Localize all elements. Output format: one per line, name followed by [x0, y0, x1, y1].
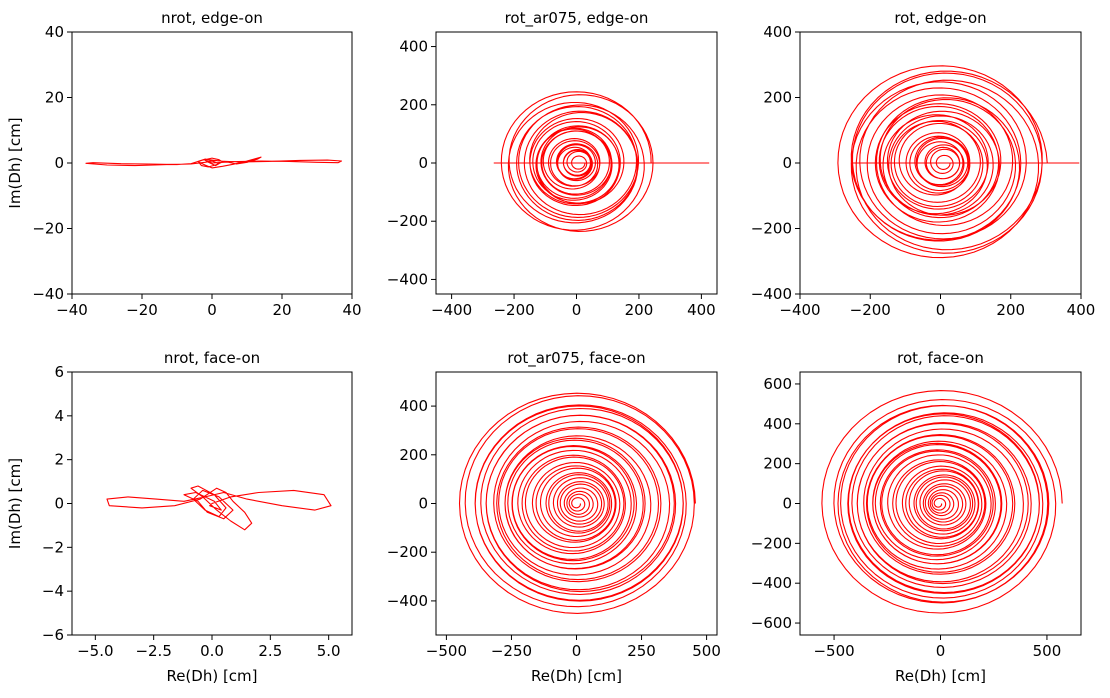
x-tick-label: −5.0: [77, 642, 113, 660]
x-tick-label: 250: [627, 642, 656, 660]
panel-title: nrot, edge-on: [161, 9, 263, 27]
x-tick-label: 0: [936, 301, 946, 319]
y-tick-label: −6: [42, 626, 64, 644]
x-tick-label: −200: [493, 301, 534, 319]
x-tick-label: 0: [936, 642, 946, 660]
x-tick-label: 20: [272, 301, 291, 319]
x-tick-label: 0.0: [200, 642, 224, 660]
y-axis-label: Im(Dh) [cm]: [6, 458, 24, 549]
y-tick-label: −400: [387, 270, 428, 288]
x-tick-label: −500: [813, 642, 854, 660]
x-tick-label: 500: [1033, 642, 1062, 660]
y-tick-label: 400: [763, 415, 792, 433]
curve-group: [85, 156, 343, 169]
x-tick-label: 0: [207, 301, 217, 319]
y-tick-label: −400: [387, 592, 428, 610]
x-tick-label: −250: [491, 642, 532, 660]
y-tick-label: −4: [42, 582, 64, 600]
panel-title: rot_ar075, edge-on: [505, 9, 649, 28]
panel-rot-face-on: −500 0 500 −600 −400 −200 0 200 400 600 rot, face-…: [751, 349, 1082, 685]
x-tick-label: −400: [431, 301, 472, 319]
y-tick-label: 40: [45, 23, 64, 41]
y-tick-label: 200: [399, 446, 428, 464]
x-tick-label: −20: [126, 301, 158, 319]
curve-group: [458, 392, 696, 614]
y-tick-label: 0: [782, 154, 792, 172]
x-tick-label: −2.5: [135, 642, 171, 660]
y-axis-label: Im(Dh) [cm]: [6, 117, 24, 208]
x-tick-label: 200: [625, 301, 654, 319]
x-tick-label: −500: [426, 642, 467, 660]
y-tick-label: −200: [751, 220, 792, 238]
x-axis-label: Re(Dh) [cm]: [531, 667, 622, 685]
y-tick-label: −200: [751, 534, 792, 552]
x-tick-label: 40: [342, 301, 361, 319]
y-tick-label: 600: [763, 375, 792, 393]
y-tick-label: 200: [763, 89, 792, 107]
y-tick-label: 400: [399, 38, 428, 56]
series-line: [500, 91, 654, 232]
y-tick-label: −20: [32, 220, 64, 238]
y-tick-label: −400: [751, 574, 792, 592]
y-tick-label: −200: [387, 543, 428, 561]
x-tick-label: 200: [996, 301, 1025, 319]
panel-title: rot, face-on: [897, 349, 984, 367]
y-tick-label: 2: [54, 451, 64, 469]
y-tick-label: 0: [418, 495, 428, 513]
series-line: [837, 65, 1048, 259]
panel-rot-ar075-edge-on: −400 −200 0 200 400 −400 −200 0 200 400 rot_ar075,…: [387, 9, 718, 319]
x-tick-label: −400: [779, 301, 820, 319]
y-tick-label: 6: [54, 363, 64, 381]
x-tick-label: −200: [850, 301, 891, 319]
x-tick-label: 400: [687, 301, 716, 319]
panel-title: rot_ar075, face-on: [507, 349, 645, 368]
x-tick-label: 0: [572, 301, 582, 319]
panel-nrot-edge-on: −40 −20 0 20 40 −40 −20 0 20 40 nrot, edge-on Im(Dh…: [6, 9, 362, 319]
series-line: [106, 485, 332, 531]
curve-group: [493, 91, 710, 232]
curve-group: [821, 390, 1063, 614]
panel-title: rot, edge-on: [894, 9, 986, 27]
y-tick-label: 20: [45, 89, 64, 107]
panel-rot-edge-on: −400 −200 0 200 400 −400 −200 0 200 400 rot, edge-…: [751, 9, 1096, 319]
series-line: [85, 156, 343, 169]
x-tick-label: 400: [1067, 301, 1096, 319]
x-axis-label: Re(Dh) [cm]: [166, 667, 257, 685]
y-tick-label: 0: [782, 495, 792, 513]
x-tick-label: 5.0: [317, 642, 341, 660]
panel-nrot-face-on: −5.0 −2.5 0.0 2.5 5.0 −6 −4 −2 0 2 4 6 nrot, face-on…: [6, 349, 353, 685]
y-tick-label: 200: [763, 455, 792, 473]
y-tick-label: 200: [399, 96, 428, 114]
series-line: [821, 390, 1063, 614]
x-tick-label: 500: [692, 642, 721, 660]
y-tick-label: −200: [387, 212, 428, 230]
y-tick-label: 0: [418, 154, 428, 172]
x-tick-label: −40: [56, 301, 88, 319]
x-tick-label: 0: [572, 642, 582, 660]
curve-group: [837, 65, 1080, 259]
x-tick-label: 2.5: [258, 642, 282, 660]
y-tick-label: −400: [751, 285, 792, 303]
x-axis-label: Re(Dh) [cm]: [895, 667, 986, 685]
y-tick-label: 400: [763, 23, 792, 41]
y-tick-label: 0: [54, 495, 64, 513]
panel-title: nrot, face-on: [164, 349, 260, 367]
series-line: [458, 392, 696, 614]
curve-group: [106, 485, 332, 531]
y-tick-label: −2: [42, 538, 64, 556]
y-tick-label: 0: [54, 154, 64, 172]
y-tick-label: −600: [751, 614, 792, 632]
panel-rot-ar075-face-on: −500 −250 0 250 500 −400 −200 0 200 400 rot_ar075,…: [387, 349, 721, 685]
y-tick-label: 400: [399, 397, 428, 415]
y-tick-label: 4: [54, 407, 64, 425]
y-tick-label: −40: [32, 285, 64, 303]
